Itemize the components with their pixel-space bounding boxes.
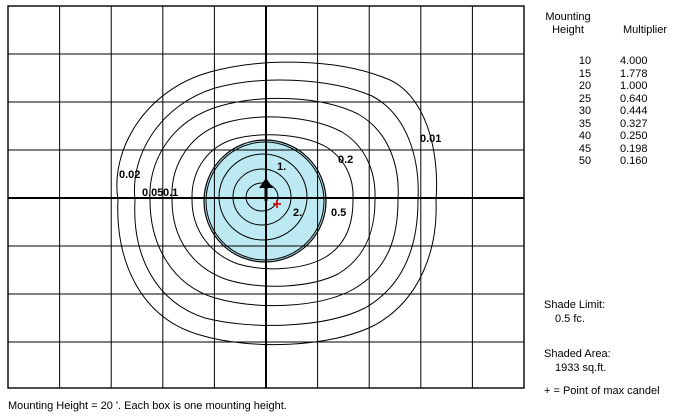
contour-label-0.1: 0.1 — [163, 187, 178, 199]
row-multiplier: 1.778 — [620, 67, 648, 80]
row-height: 45 — [578, 142, 592, 155]
row-multiplier: 0.444 — [620, 105, 648, 117]
contour-label-0.2: 0.2 — [338, 154, 353, 166]
row-height: 20 — [578, 80, 592, 92]
contour-label-0.01: 0.01 — [420, 133, 441, 145]
contour-inner — [245, 182, 279, 212]
footer-note: Mounting Height = 20 '. Each box is one … — [8, 400, 287, 412]
max-candela-point-icon — [273, 200, 281, 208]
table-row: 15 1.778 — [562, 68, 648, 81]
row-multiplier: 0.250 — [620, 130, 648, 142]
contour-2 — [232, 168, 292, 226]
contour-0.02 — [133, 79, 419, 326]
table-row: 35 0.327 — [562, 118, 648, 131]
table-row: 45 0.198 — [562, 143, 648, 156]
contour-label-0.5: 0.5 — [331, 207, 346, 219]
row-height: 15 — [578, 67, 592, 80]
row-multiplier: 0.640 — [620, 92, 648, 105]
table-row: 50 0.160 — [562, 155, 648, 168]
shaded-area-label: Shaded Area: — [544, 348, 611, 360]
grid — [7, 5, 525, 389]
shaded-area-value: 1933 sq.ft. — [555, 362, 607, 374]
row-height: 10 — [578, 55, 592, 67]
multiplier-table: 10 4.000 15 1.778 20 1.000 25 0.640 30 0.444 35 0.3… — [562, 55, 648, 168]
contour-0.01 — [116, 61, 438, 346]
row-height: 25 — [578, 92, 592, 105]
header-multiplier: Multiplier — [623, 24, 668, 36]
row-multiplier: 0.160 — [620, 155, 648, 167]
contour-label-2: 2. — [293, 207, 302, 219]
header-mounting-height-line2: Height — [552, 24, 584, 36]
table-row: 20 1.000 — [562, 80, 648, 93]
contour-label-0.02: 0.02 — [119, 169, 140, 181]
row-multiplier: 4.000 — [620, 55, 648, 67]
row-multiplier: 1.000 — [620, 80, 648, 92]
row-height: 40 — [578, 130, 592, 142]
row-multiplier: 0.198 — [620, 142, 648, 155]
header-mounting-height: Mounting Height — [543, 11, 593, 37]
contour-label-0.05: 0.05 — [142, 187, 163, 199]
row-height: 35 — [578, 117, 592, 130]
table-row: 25 0.640 — [562, 93, 648, 106]
shade-limit-value: 0.5 fc. — [555, 313, 585, 325]
contour-0.5 — [205, 141, 325, 261]
contour-0.2 — [191, 134, 354, 270]
table-row: 30 0.444 — [562, 105, 648, 118]
contour-1 — [218, 153, 308, 241]
row-height: 50 — [578, 155, 592, 167]
header-mounting-height-line1: Mounting — [545, 11, 591, 23]
legend-note: + = Point of max candel — [544, 385, 660, 397]
contour-0.05 — [149, 97, 399, 307]
isofootcandle-plot: 0.01 0.02 0.05 0.1 0.2 0.5 1. 2. — [7, 5, 525, 389]
row-multiplier: 0.327 — [620, 117, 648, 130]
contour-0.1 — [171, 116, 376, 287]
contour-label-1: 1. — [277, 161, 286, 173]
shade-limit-label: Shade Limit: — [544, 299, 606, 311]
row-height: 30 — [578, 105, 592, 117]
table-row: 40 0.250 — [562, 130, 648, 143]
aiming-arrow-icon — [259, 178, 273, 201]
table-row: 10 4.000 — [562, 55, 648, 68]
